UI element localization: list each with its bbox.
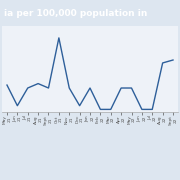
Text: ia per 100,000 population in: ia per 100,000 population in	[4, 9, 147, 18]
